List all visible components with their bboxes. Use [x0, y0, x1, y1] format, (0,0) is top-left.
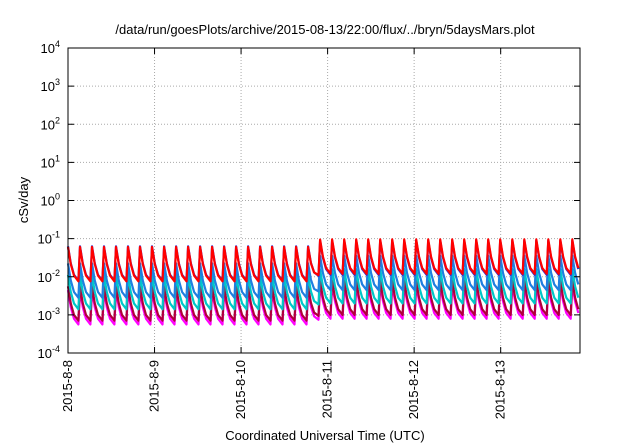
y-tick-label: 101 — [41, 153, 60, 170]
x-tick-label: 2015-8-12 — [406, 360, 421, 419]
y-tick-label: 10-2 — [38, 268, 60, 285]
x-tick-label: 2015-8-8 — [60, 360, 75, 412]
y-tick-label: 10-1 — [38, 230, 60, 247]
y-tick-label: 100 — [41, 192, 60, 209]
series-line — [66, 279, 580, 322]
x-tick-label: 2015-8-11 — [320, 360, 335, 418]
x-axis-label: Coordinated Universal Time (UTC) — [225, 428, 424, 443]
y-tick-label: 103 — [41, 77, 60, 94]
y-tick-labels: 10-4 10-3 10-2 10-1 100 101 102 103 104 — [38, 39, 60, 361]
y-tick-label: 102 — [41, 115, 60, 132]
x-tick-label: 2015-8-10 — [233, 360, 248, 419]
chart-title: /data/run/goesPlots/archive/2015-08-13/2… — [115, 22, 535, 37]
x-tick-labels: 2015-8-8 2015-8-9 2015-8-10 2015-8-11 2015-8… — [60, 360, 508, 419]
y-axis-label: cSv/day — [16, 176, 31, 223]
series-line — [66, 238, 580, 283]
x-tick-label: 2015-8-13 — [493, 360, 508, 419]
tick-marks — [67, 47, 580, 354]
series-line — [66, 268, 580, 311]
series-line — [66, 254, 580, 299]
x-tick-label: 2015-8-9 — [147, 360, 162, 412]
y-tick-label: 10-3 — [38, 306, 60, 323]
y-tick-label: 104 — [41, 39, 60, 56]
y-tick-label: 10-4 — [38, 344, 60, 361]
series-lines — [66, 238, 580, 326]
